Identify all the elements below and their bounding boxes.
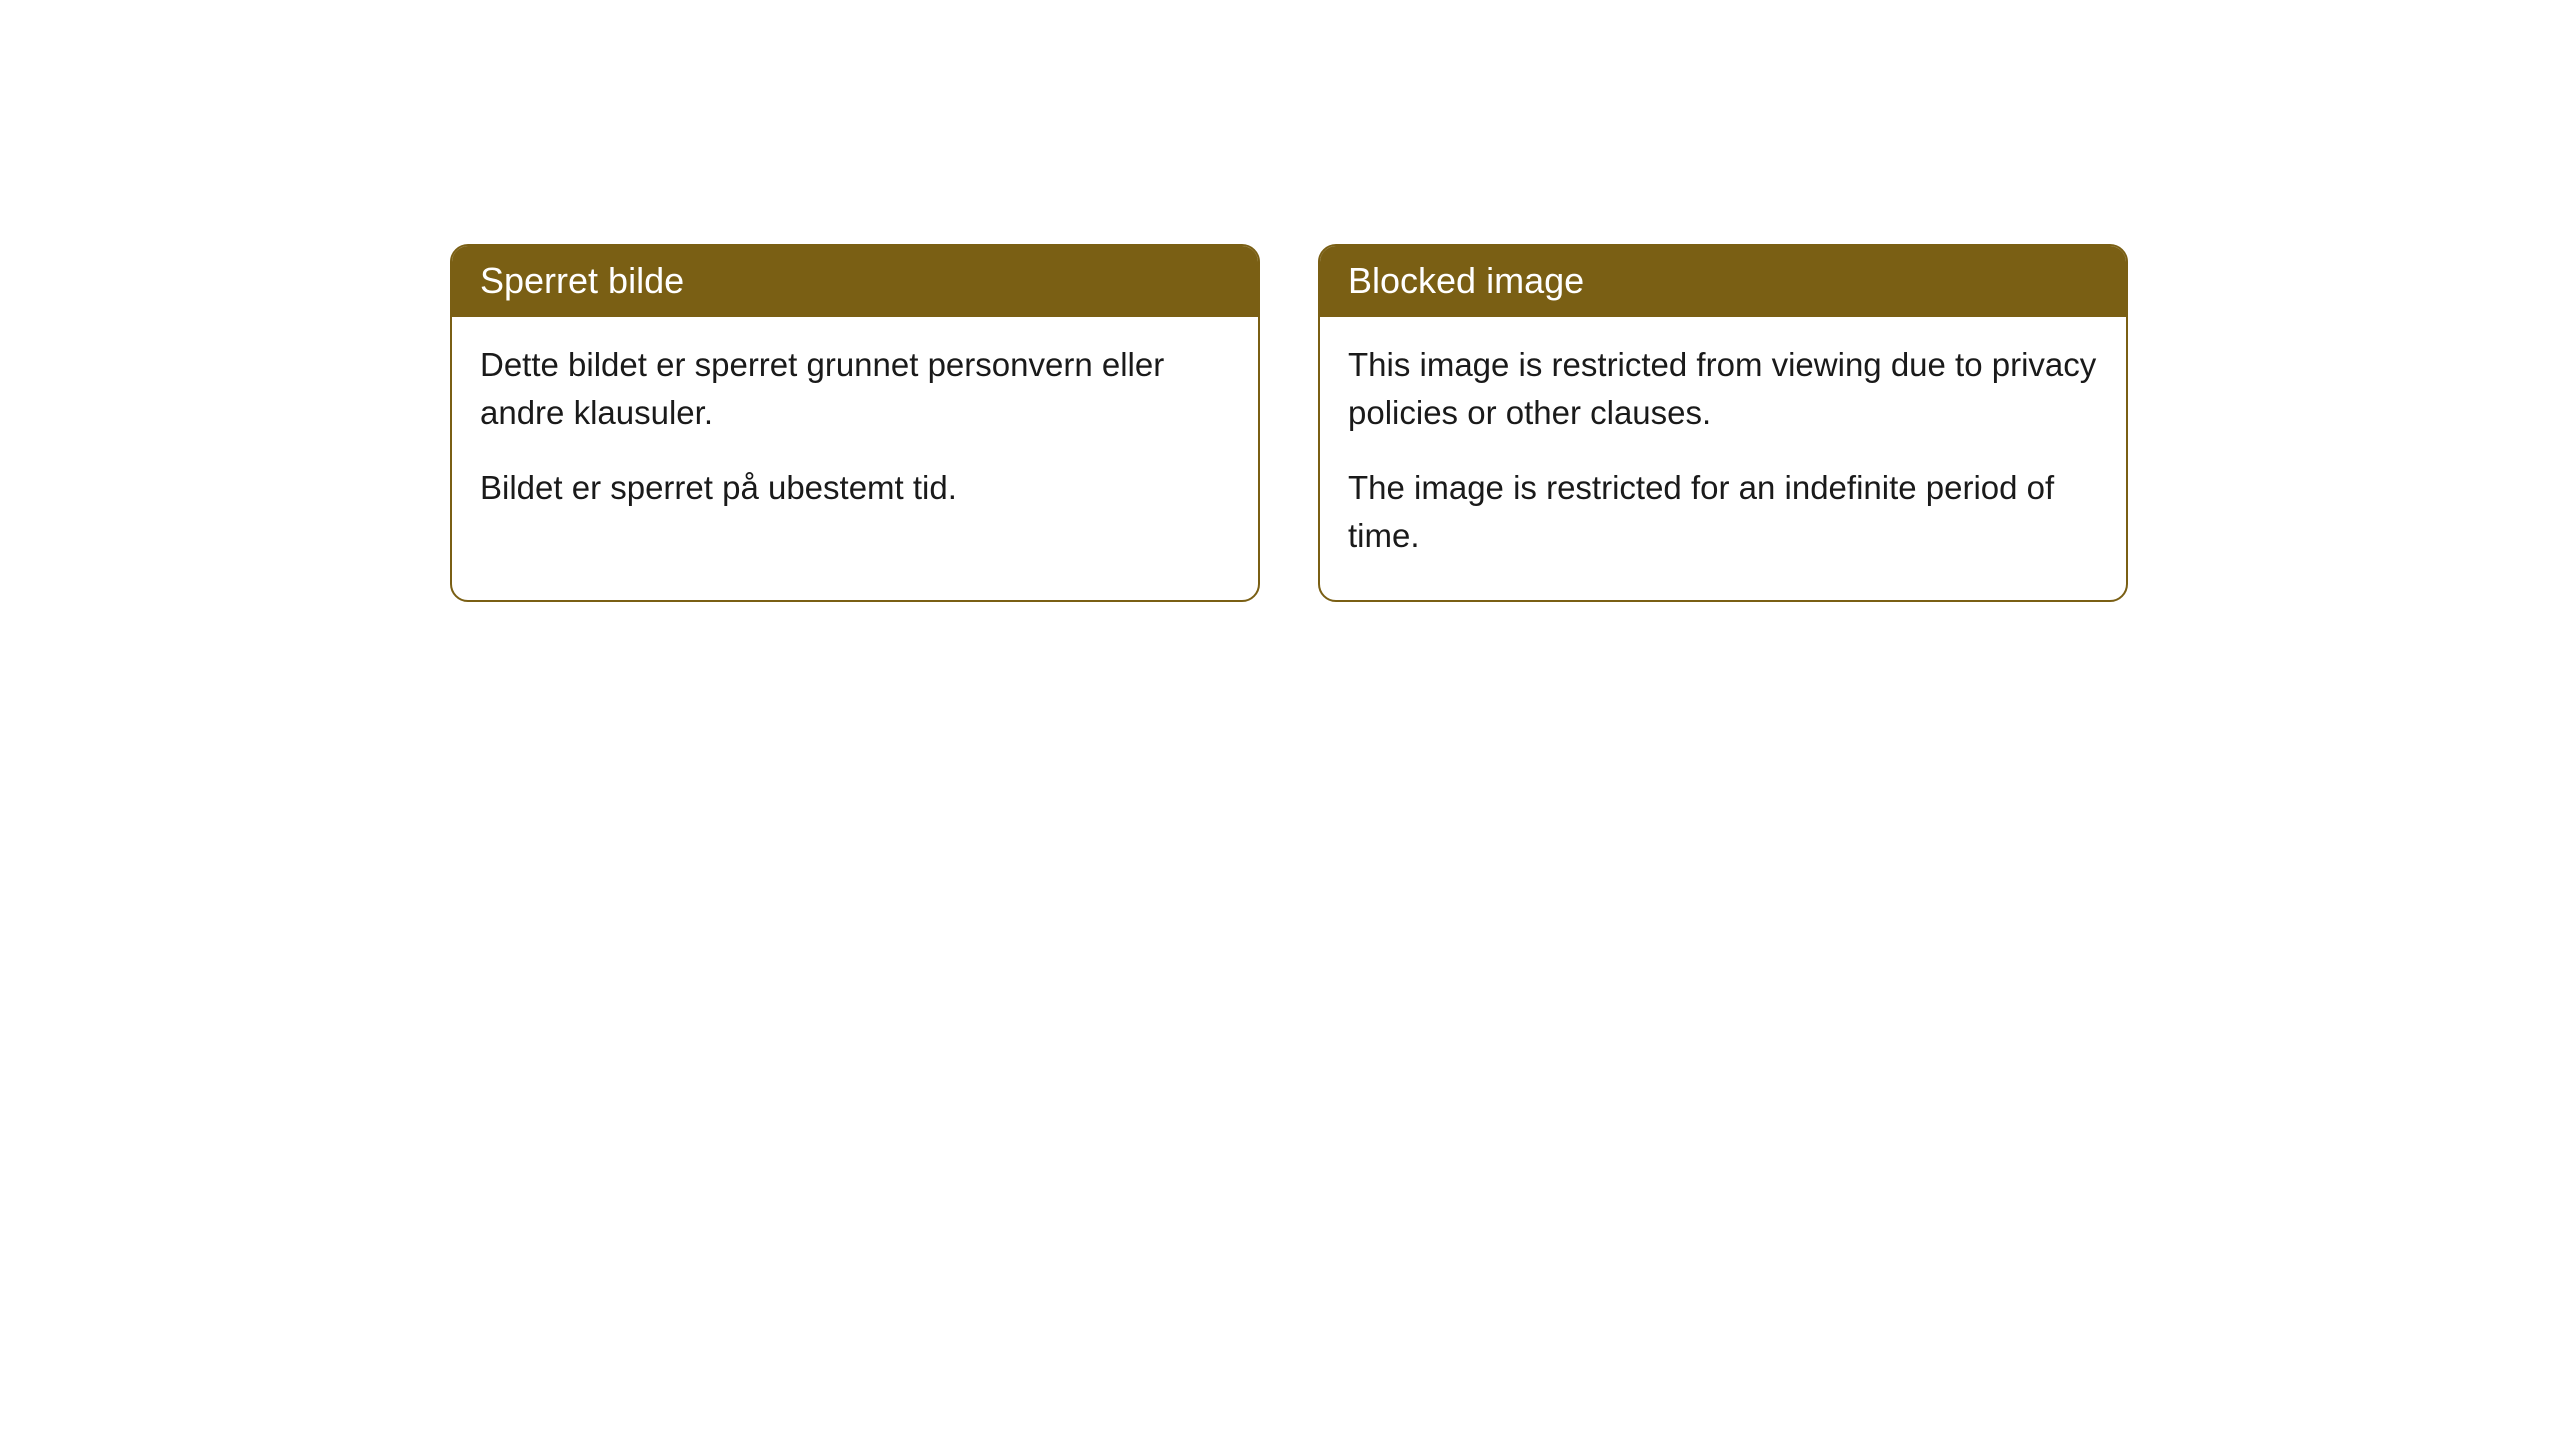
info-cards-container: Sperret bilde Dette bildet er sperret gr… — [450, 244, 2128, 602]
card-title: Sperret bilde — [480, 260, 684, 301]
card-paragraph: The image is restricted for an indefinit… — [1348, 464, 2098, 560]
card-paragraph: Bildet er sperret på ubestemt tid. — [480, 464, 1230, 512]
card-body-norwegian: Dette bildet er sperret grunnet personve… — [452, 317, 1258, 553]
info-card-english: Blocked image This image is restricted f… — [1318, 244, 2128, 602]
card-header-english: Blocked image — [1320, 246, 2126, 317]
card-title: Blocked image — [1348, 260, 1584, 301]
card-paragraph: Dette bildet er sperret grunnet personve… — [480, 341, 1230, 437]
card-body-english: This image is restricted from viewing du… — [1320, 317, 2126, 600]
card-paragraph: This image is restricted from viewing du… — [1348, 341, 2098, 437]
card-header-norwegian: Sperret bilde — [452, 246, 1258, 317]
info-card-norwegian: Sperret bilde Dette bildet er sperret gr… — [450, 244, 1260, 602]
